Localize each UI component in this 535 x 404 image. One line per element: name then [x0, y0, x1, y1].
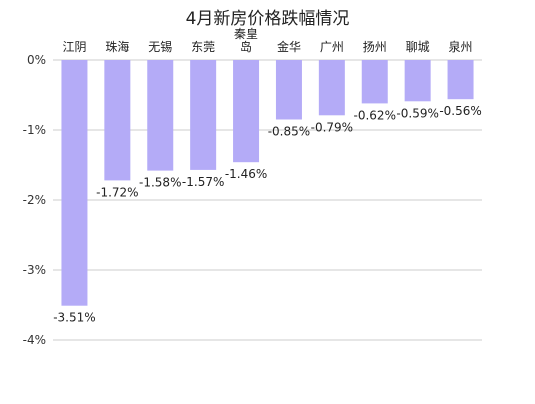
y-tick-label: -3% [23, 263, 46, 277]
x-tick-label: 珠海 [105, 39, 129, 54]
bar [404, 60, 431, 102]
bar [275, 60, 302, 120]
data-label: -0.62% [354, 108, 396, 122]
x-tick-label: 泉州 [449, 40, 473, 54]
y-tick-label: -1% [23, 123, 46, 137]
data-labels: -3.51% -1.72%-1.58% -1.57%-1.46% -0.85% -0.7… [53, 104, 482, 325]
x-tick-label: 江阴 [62, 40, 86, 54]
data-label: -0.59% [396, 106, 438, 120]
data-label: -0.56% [439, 104, 481, 118]
y-tick-label: -2% [23, 193, 46, 207]
x-tick-label: 广州 [320, 40, 344, 54]
bars [61, 60, 474, 306]
data-label: -1.46% [225, 167, 267, 181]
data-label: -1.72% [96, 185, 138, 199]
chart-title: 4月新房价格跌幅情况 [185, 9, 350, 29]
data-label: -1.57% [182, 175, 224, 189]
x-tick-label: 金华 [277, 39, 301, 54]
data-label: -0.79% [311, 120, 353, 134]
bar [190, 60, 217, 170]
data-label: -1.58% [139, 176, 181, 190]
x-tick-label: 秦皇岛 [234, 27, 258, 54]
bar [447, 60, 474, 100]
x-tick-label: 扬州 [363, 39, 387, 54]
y-tick-label: -4% [23, 333, 46, 347]
bar [233, 60, 260, 163]
x-tick-label: 聊城 [406, 40, 430, 54]
x-tick-label: 无锡 [148, 39, 172, 54]
bar [104, 60, 131, 181]
bar [147, 60, 174, 171]
x-tick-label: 东莞 [191, 40, 215, 54]
y-tick-label: 0% [27, 53, 46, 67]
bar [318, 60, 345, 116]
bar [61, 60, 88, 306]
data-label: -3.51% [53, 311, 95, 325]
data-label: -0.85% [268, 125, 310, 139]
x-axis-labels: 江阴 珠海 无锡 东莞 秦皇岛 金华 广州 扬州 聊城 泉州 [62, 27, 472, 54]
bar [361, 60, 388, 104]
y-axis-ticks: 0% -1% -2% -3% -4% [23, 53, 46, 347]
